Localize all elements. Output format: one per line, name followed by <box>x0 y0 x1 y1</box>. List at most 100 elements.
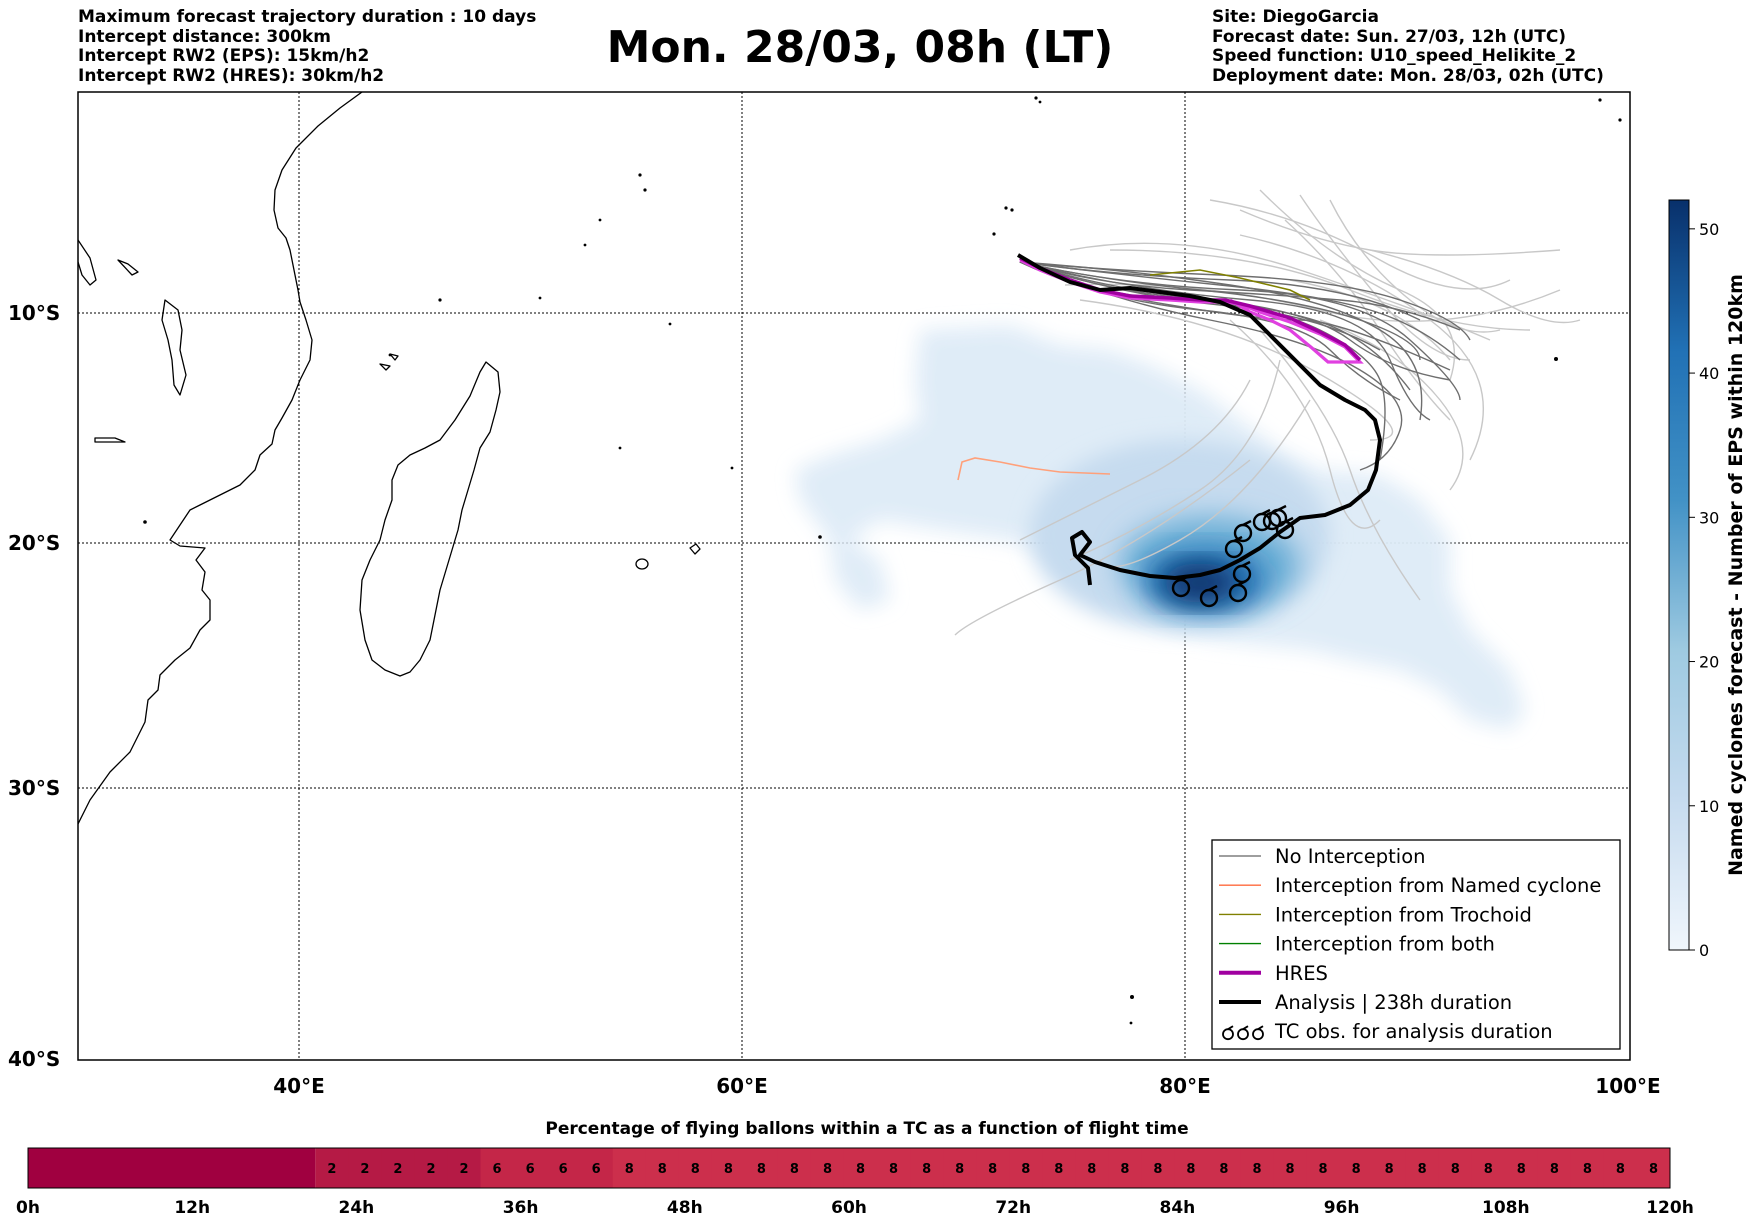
strip-cell-value: 8 <box>1550 1162 1559 1177</box>
strip-cell <box>1141 1148 1175 1188</box>
strip-cell-value: 6 <box>526 1162 535 1177</box>
island-dot <box>730 466 734 470</box>
trajectory-light <box>1259 329 1421 601</box>
trajectory-light <box>1369 249 1581 324</box>
legend-item: No Interception <box>1219 845 1426 868</box>
island-dot <box>1554 357 1558 361</box>
strip-cell-value: 8 <box>757 1162 766 1177</box>
strip-cell-value: 2 <box>460 1162 469 1177</box>
colorbar-tick-label: 0 <box>1699 941 1709 960</box>
island-dot <box>1004 206 1008 210</box>
header-line-distance: Intercept distance: 300km <box>78 26 331 47</box>
trajectory-light <box>1239 234 1484 461</box>
strip-cell <box>1471 1148 1506 1188</box>
africa-coast <box>78 92 363 825</box>
strip-cell <box>810 1148 845 1188</box>
madagascar-coast <box>359 361 501 677</box>
strip-cell-value: 8 <box>922 1162 931 1177</box>
island-dot <box>992 232 996 236</box>
lat-label-20s: 20°S <box>8 531 60 555</box>
mauritius-coast <box>635 558 649 570</box>
island-dot <box>1130 995 1134 999</box>
strip-tick-label: 36h <box>503 1198 539 1218</box>
coastline <box>78 92 701 825</box>
colorbar-tick-label: 30 <box>1699 508 1719 527</box>
strip-cell <box>315 1148 349 1188</box>
strip-tick-label: 60h <box>831 1198 867 1218</box>
strip-cell <box>348 1148 382 1188</box>
strip-tick-label: 48h <box>667 1198 703 1218</box>
trajectory-light <box>1019 379 1251 541</box>
strip-cell <box>1273 1148 1308 1188</box>
strip-cell <box>1405 1148 1440 1188</box>
island-dot <box>618 446 622 450</box>
flight-time-strip: Percentage of flying ballons within a TC… <box>16 1119 1694 1218</box>
comoros-coast <box>379 353 399 371</box>
density-core <box>1162 563 1238 603</box>
island-dot <box>643 188 647 192</box>
island-dot <box>438 298 442 302</box>
strip-cell-value: 8 <box>1087 1162 1096 1177</box>
legend-label: No Interception <box>1275 845 1426 868</box>
legend-label: Interception from both <box>1275 933 1495 956</box>
island-dot <box>1010 208 1014 212</box>
trajectory-light <box>1289 279 1451 361</box>
strip-cell <box>976 1148 1010 1188</box>
colorbar-tick-label: 20 <box>1699 653 1719 672</box>
strip-cell <box>447 1148 482 1188</box>
strip-cell <box>1372 1148 1407 1188</box>
legend-item: Interception from Trochoid <box>1219 903 1532 926</box>
strip-tick-label: 120h <box>1646 1198 1694 1218</box>
trajectory-light <box>1259 189 1456 381</box>
strip-cell <box>645 1148 680 1188</box>
colorbar-gradient <box>1668 199 1690 951</box>
lat-label-40s: 40°S <box>8 1047 60 1071</box>
legend-label: TC obs. for analysis duration <box>1274 1020 1553 1043</box>
trajectory-light <box>1329 199 1501 333</box>
header-line-site: Site: DiegoGarcia <box>1212 7 1379 27</box>
strip-cell <box>777 1148 812 1188</box>
island-dot <box>1034 96 1038 100</box>
strip-cell <box>1537 1148 1572 1188</box>
trajectory-light <box>1064 283 1561 322</box>
lon-label-80e: 80°E <box>1159 1074 1211 1098</box>
cyclone-density-field <box>795 325 1525 730</box>
legend-tc-icon <box>1237 1025 1249 1041</box>
strip-cell-value: 8 <box>1583 1162 1592 1177</box>
colorbar-tick-label: 40 <box>1699 364 1719 383</box>
strip-cell <box>744 1148 779 1188</box>
tc-observations <box>1171 504 1295 608</box>
strip-cell-value: 8 <box>1252 1162 1261 1177</box>
strip-cell-value: 8 <box>790 1162 799 1177</box>
legend-items: No Interception Interception from Named c… <box>1219 845 1601 1043</box>
map: No Interception Interception from Named c… <box>8 91 1661 1098</box>
strip-cell-value: 2 <box>426 1162 435 1177</box>
strip-cell-value: 8 <box>691 1162 700 1177</box>
strip-cell-value: 8 <box>1418 1162 1427 1177</box>
island-dot <box>818 535 822 539</box>
legend-tc-icon <box>1222 1025 1234 1041</box>
island-coast <box>117 259 139 276</box>
strip-tick-label: 12h <box>174 1198 210 1218</box>
strip-cell-value: 8 <box>1451 1162 1460 1177</box>
island-dot <box>638 173 642 177</box>
strip-cells: 2 2 2 2 2 6 6 6 6 8 8 8 8 8 8 8 8 8 8 8 8 8 8 8 8 8 8 8 8 8 8 8 8 8 8 8 8 8 8 8… <box>28 1148 1671 1188</box>
lat-label-30s: 30°S <box>8 776 60 800</box>
trajectory-light <box>1109 249 1531 331</box>
strip-cell-value: 2 <box>327 1162 336 1177</box>
strip-cell <box>1603 1148 1638 1188</box>
strip-cell-value: 8 <box>1484 1162 1493 1177</box>
strip-cell-value: 2 <box>360 1162 369 1177</box>
legend-tc-icon <box>1252 1025 1264 1041</box>
trajectory-dark <box>1019 261 1471 341</box>
strip-cell <box>612 1148 647 1188</box>
strip-tick-label: 24h <box>339 1198 375 1218</box>
strip-cell <box>579 1148 614 1188</box>
header-line-duration: Maximum forecast trajectory duration : 1… <box>78 7 537 27</box>
strip-cell <box>480 1148 515 1188</box>
strip-tick-label: 108h <box>1482 1198 1530 1218</box>
island-dot <box>1038 100 1042 104</box>
tc-symbol <box>1232 560 1252 584</box>
strip-cell <box>711 1148 746 1188</box>
